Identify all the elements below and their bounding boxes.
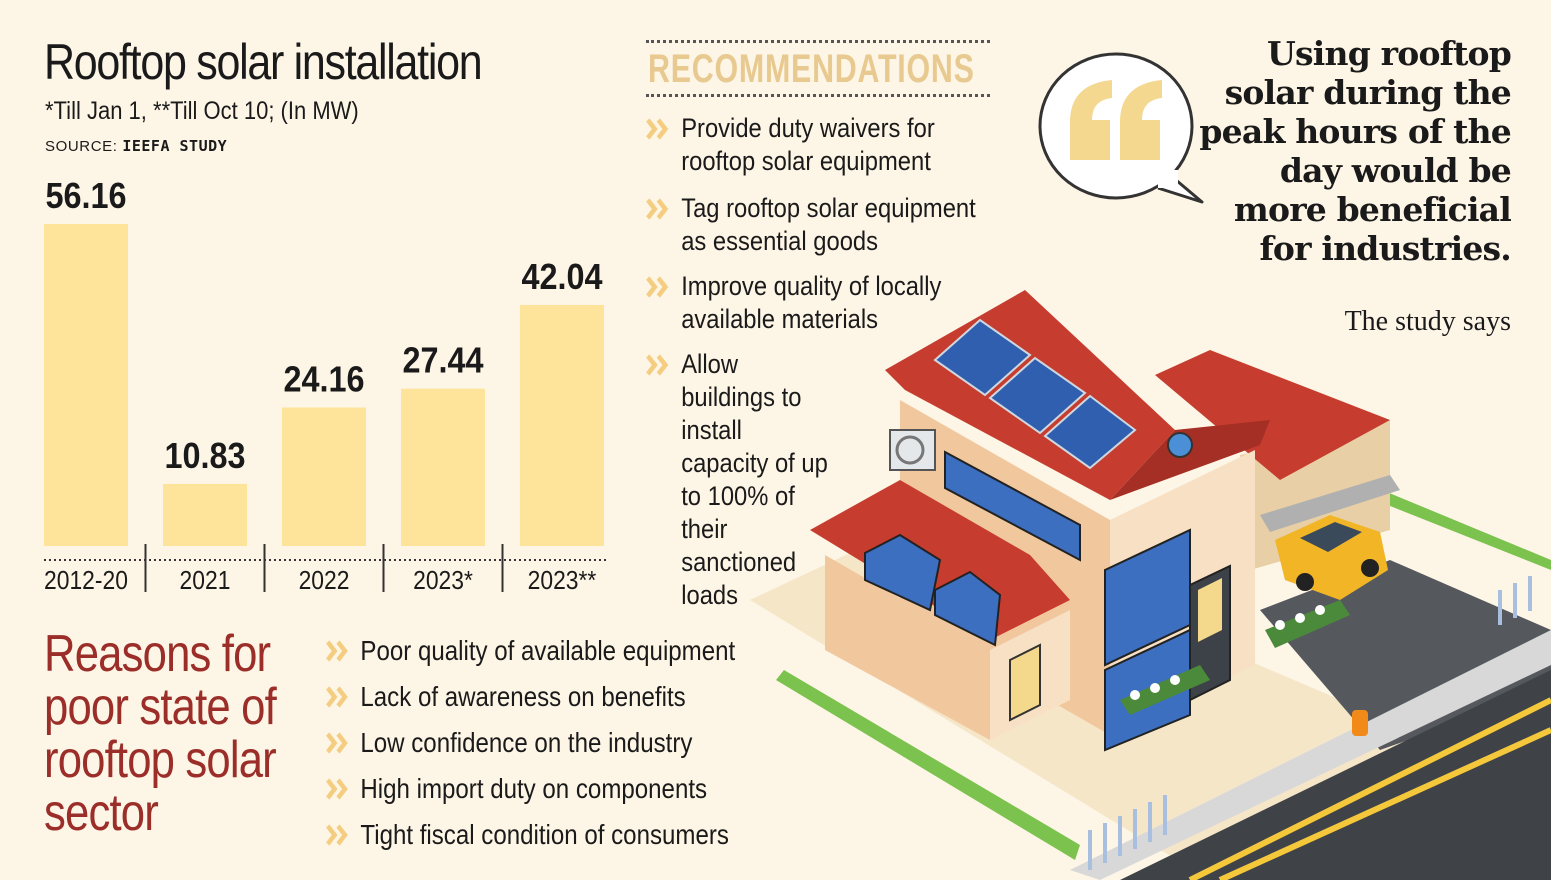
reason-item: Tight fiscal condition of consumers xyxy=(326,812,735,858)
reasons-title-line: rooftop solar xyxy=(44,731,277,789)
value-label: 10.83 xyxy=(164,436,245,476)
bar-2023** xyxy=(520,304,604,546)
source-line: SOURCE: IEEFA STUDY xyxy=(45,137,227,155)
recommendation-text: Tag rooftop solar equipment as essential… xyxy=(681,193,976,256)
recommendation-text: Allow buildings to install capacity of u… xyxy=(681,349,828,610)
reason-item: High import duty on components xyxy=(326,766,735,812)
recommendation-text: Provide duty waivers for rooftop solar e… xyxy=(681,113,935,176)
recommendation-item: Allow buildings to install capacity of u… xyxy=(646,348,835,612)
reason-text: Poor quality of available equipment xyxy=(360,635,736,666)
chevron-right-icon xyxy=(326,732,348,754)
bar-2022 xyxy=(282,407,366,546)
reason-item: Low confidence on the industry xyxy=(326,720,735,766)
reasons-title: Reasons for poor state of rooftop solar … xyxy=(44,625,277,842)
bar-2012-20 xyxy=(44,224,128,546)
quote-bubble-icon xyxy=(1038,52,1204,204)
recommendations-bottom-rule xyxy=(646,94,990,97)
reasons-title-line: poor state of xyxy=(44,678,277,736)
bar-2021 xyxy=(163,483,247,546)
bar-chart: 56.16 2012-20 10.83 2021 24.16 2022 27.44 2023*… xyxy=(44,176,606,596)
reason-text: Tight fiscal condition of consumers xyxy=(360,819,729,850)
reason-item: Poor quality of available equipment xyxy=(326,628,735,674)
reasons-title-line: sector xyxy=(44,784,159,842)
quote-text: Using rooftop solar during the peak hour… xyxy=(1199,34,1511,268)
chevron-right-icon xyxy=(326,640,348,662)
recommendation-item: Tag rooftop solar equipment as essential… xyxy=(646,192,998,270)
recommendations-top-rule xyxy=(646,40,990,43)
x-tick-label: 2012-20 xyxy=(44,567,128,596)
chevron-right-icon xyxy=(646,354,669,376)
recommendations-title: RECOMMENDATIONS xyxy=(648,47,975,91)
x-tick-label: 2022 xyxy=(299,567,350,596)
recommendations-list: Provide duty waivers for rooftop solar e… xyxy=(646,112,1006,612)
reason-item: Lack of awareness on benefits xyxy=(326,674,735,720)
value-label: 24.16 xyxy=(283,360,364,400)
chart-title: Rooftop solar installation xyxy=(44,34,483,90)
chevron-right-icon xyxy=(646,118,669,140)
reasons-list: Poor quality of available equipment Lack… xyxy=(326,628,802,858)
value-label: 56.16 xyxy=(45,176,126,216)
quote-attribution: The study says xyxy=(1344,306,1511,337)
chevron-right-icon xyxy=(326,778,348,800)
chevron-right-icon xyxy=(326,686,348,708)
recommendation-item: Provide duty waivers for rooftop solar e… xyxy=(646,112,998,192)
reason-text: Low confidence on the industry xyxy=(360,727,693,758)
x-tick-label: 2023* xyxy=(413,567,473,596)
chevron-right-icon xyxy=(646,276,669,298)
x-tick-label: 2021 xyxy=(180,567,231,596)
house-illustration xyxy=(750,290,1551,880)
value-label: 27.44 xyxy=(402,341,483,381)
bar-2023* xyxy=(401,388,485,546)
value-label: 42.04 xyxy=(521,257,602,297)
reasons-title-line: Reasons for xyxy=(44,625,271,683)
recommendation-text: Improve quality of locally available mat… xyxy=(681,271,942,334)
chevron-right-icon xyxy=(326,824,348,846)
chart-subtitle: *Till Jan 1, **Till Oct 10; (In MW) xyxy=(45,97,359,125)
reason-text: High import duty on components xyxy=(360,773,708,804)
x-tick-label: 2023** xyxy=(528,567,597,596)
recommendation-item: Improve quality of locally available mat… xyxy=(646,270,945,348)
chevron-right-icon xyxy=(646,198,669,220)
source-name: IEEFA STUDY xyxy=(122,137,228,155)
source-label: SOURCE: xyxy=(45,138,118,155)
reason-text: Lack of awareness on benefits xyxy=(360,681,686,712)
